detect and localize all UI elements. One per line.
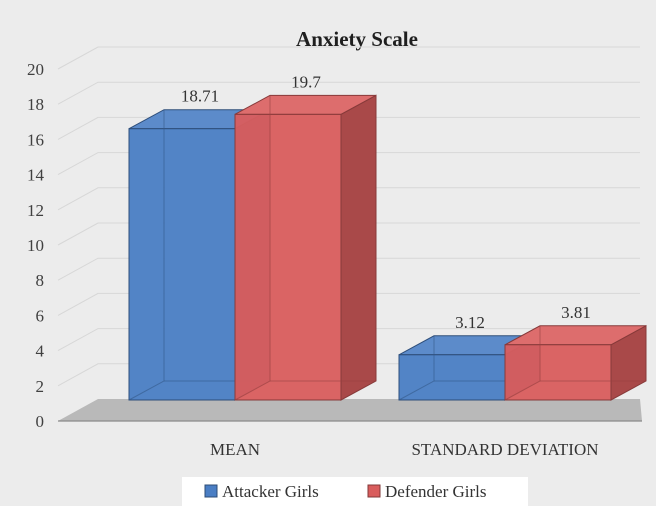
x-category-label: STANDARD DEVIATION: [411, 440, 598, 459]
data-label: 19.7: [291, 72, 321, 91]
x-category-label: MEAN: [210, 440, 260, 459]
legend-swatch: [367, 484, 381, 498]
y-tick-label: 4: [36, 342, 45, 361]
gridline: [57, 81, 640, 105]
data-label: 3.12: [455, 313, 485, 332]
legend-box: [182, 477, 528, 506]
y-tick-label: 6: [36, 306, 45, 325]
y-tick-label: 20: [27, 60, 44, 79]
legend-swatch: [204, 484, 218, 498]
y-tick-label: 12: [27, 201, 44, 220]
bar-side: [340, 94, 377, 401]
y-tick-label: 10: [27, 236, 44, 255]
y-tick-label: 8: [36, 271, 45, 290]
gridline: [57, 152, 640, 176]
data-label: 3.81: [561, 303, 591, 322]
gridline: [57, 328, 640, 352]
bar-front: [398, 354, 506, 401]
gridline: [57, 292, 640, 316]
y-tick-label: 2: [36, 377, 45, 396]
gridline: [57, 116, 640, 140]
gridline: [57, 257, 640, 281]
y-tick-label: 16: [27, 130, 44, 149]
bar-1-1: [504, 324, 647, 401]
bar-0-1: [234, 94, 377, 401]
chart-floor: [58, 399, 642, 421]
bar-front: [128, 128, 236, 401]
y-tick-label: 14: [27, 166, 45, 185]
y-tick-label: 18: [27, 95, 44, 114]
gridline: [57, 222, 640, 246]
legend-label: Defender Girls: [385, 482, 487, 501]
data-label: 18.71: [181, 87, 219, 106]
gridline: [57, 187, 640, 211]
bar-front: [234, 113, 342, 401]
y-tick-label: 0: [36, 412, 45, 431]
legend-label: Attacker Girls: [222, 482, 319, 501]
gridline: [57, 46, 640, 70]
